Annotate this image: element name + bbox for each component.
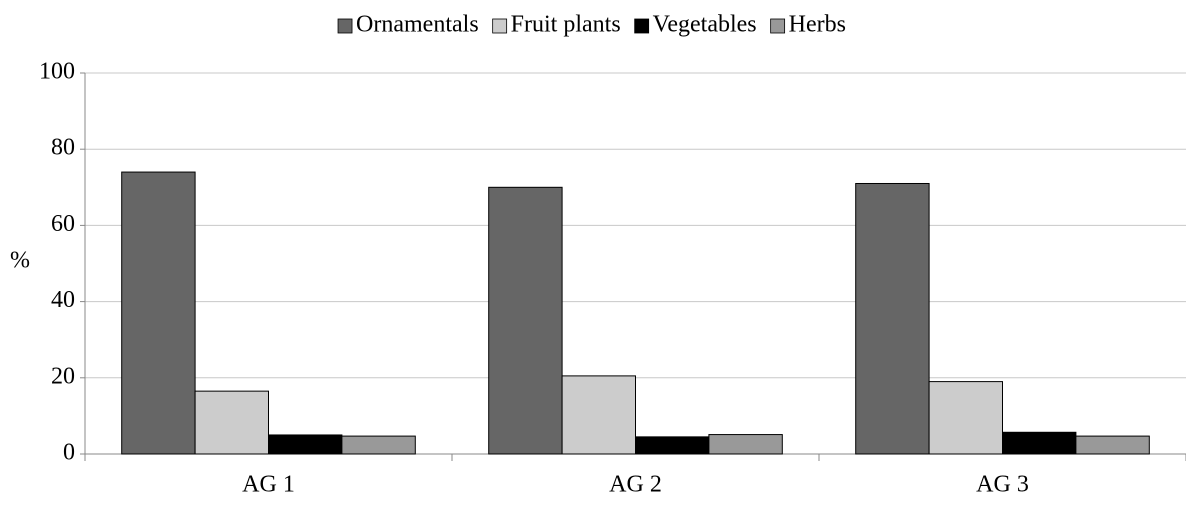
legend-swatch [634,18,650,34]
x-tick-label: AG 1 [242,472,295,498]
bar [1002,431,1077,455]
y-tick-label: 40 [51,287,75,313]
legend-label: Herbs [789,12,846,38]
legend-swatch [770,18,786,34]
legend-swatch [337,18,353,34]
bar [488,186,563,455]
y-tick-label: 20 [51,363,75,389]
bar [194,390,270,455]
x-tick-label: AG 2 [609,472,662,498]
y-tick-label: 80 [51,135,75,161]
y-tick-label: 100 [39,59,75,85]
bar [1075,435,1150,455]
y-tick-label: 60 [51,211,75,237]
bar [928,381,1003,455]
x-tick-label: AG 3 [976,472,1029,498]
bar [708,434,783,455]
bar [341,435,416,455]
legend-swatch [492,18,508,34]
bar [268,434,343,455]
bar [635,436,710,455]
bar [855,182,930,455]
legend-label: Vegetables [653,12,757,38]
legend-label: Ornamentals [356,12,479,38]
bar [121,171,196,455]
legend: Ornamentals Fruit plants Vegetables Herbs [337,12,846,38]
legend-label: Fruit plants [511,12,621,38]
y-axis-label: % [10,248,30,274]
y-tick-label: 0 [63,440,75,466]
bar [561,375,636,455]
